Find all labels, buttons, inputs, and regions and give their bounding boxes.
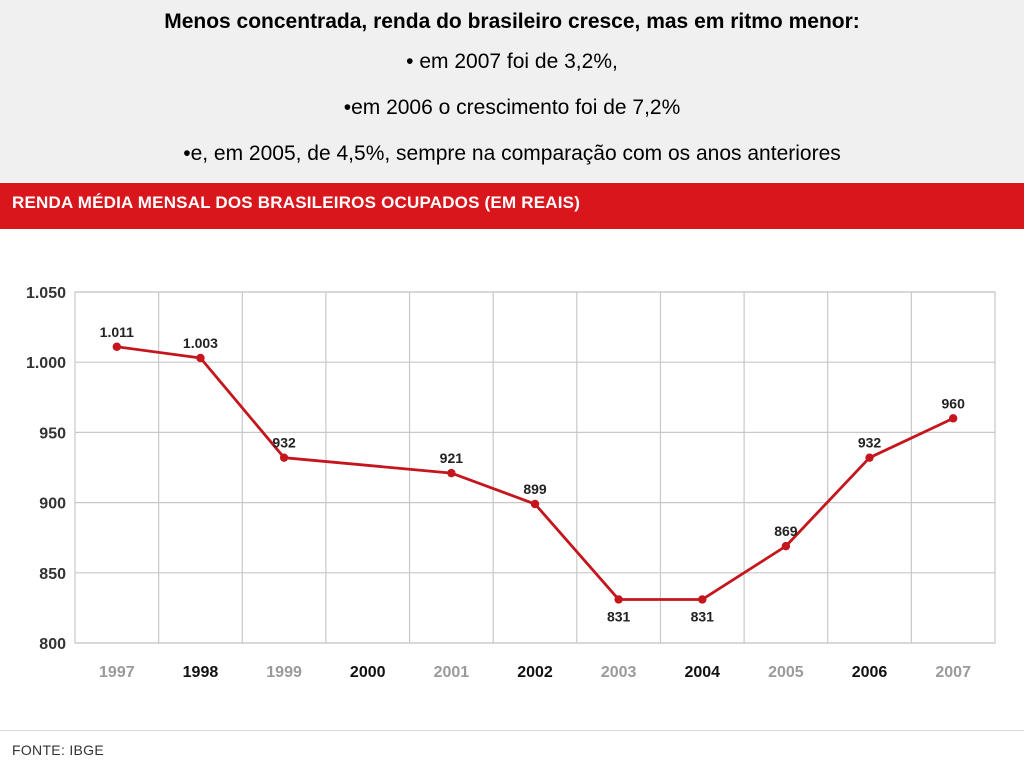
grid-layer — [74, 291, 996, 644]
y-tick-label: 850 — [39, 566, 66, 583]
series-layer — [115, 345, 955, 601]
x-tick-label: 2001 — [434, 664, 470, 681]
x-tick-label: 2003 — [601, 664, 637, 681]
line-chart: 1.050 1.000 950 900 850 800 1997 1998 1999 2000 2… — [26, 285, 996, 681]
points-layer — [112, 342, 958, 604]
data-point — [948, 414, 958, 423]
data-label: 831 — [691, 608, 715, 624]
x-tick-label: 2000 — [350, 664, 386, 681]
x-tick-label: 1999 — [266, 664, 302, 681]
data-point — [447, 468, 456, 478]
bullet-2005: •e, em 2005, de 4,5%, sempre na comparaç… — [183, 142, 841, 165]
y-tick-label: 1.050 — [26, 285, 66, 302]
data-point — [614, 595, 623, 604]
x-axis-ticks: 1997 1998 1999 2000 2001 2002 2003 2004 2005 2006… — [99, 664, 971, 681]
x-tick-label: 2006 — [852, 664, 888, 681]
data-label: 1.011 — [100, 324, 134, 340]
source-note: FONTE: IBGE — [12, 742, 104, 758]
bullet-2007: • em 2007 foi de 3,2%, — [406, 50, 618, 73]
chart-title: RENDA MÉDIA MENSAL DOS BRASILEIROS OCUPA… — [12, 193, 581, 212]
y-tick-label: 950 — [39, 425, 66, 442]
series-line — [115, 345, 955, 601]
data-label: 960 — [942, 395, 966, 411]
data-point — [112, 342, 122, 351]
y-axis-ticks: 1.050 1.000 950 900 850 800 — [26, 285, 66, 653]
data-label: 932 — [858, 435, 882, 451]
data-label: 869 — [774, 523, 798, 539]
data-point — [698, 595, 707, 604]
bullet-2006: •em 2006 o crescimento foi de 7,2% — [343, 96, 681, 119]
data-point — [781, 541, 791, 551]
data-label: 1.003 — [183, 335, 218, 351]
x-tick-label: 2002 — [517, 664, 553, 681]
data-point — [865, 453, 874, 462]
data-label: 932 — [272, 435, 296, 451]
x-tick-label: 2004 — [684, 664, 720, 681]
data-label: 831 — [607, 608, 631, 624]
data-labels-layer: 1.011 1.003 932 921 899 831 831 869 932 960 — [100, 324, 965, 625]
x-tick-label: 2007 — [935, 664, 971, 681]
x-tick-label: 1997 — [99, 664, 135, 681]
data-point — [196, 353, 205, 363]
divider — [0, 730, 1024, 731]
data-point — [530, 499, 540, 509]
headline: Menos concentrada, renda do brasileiro c… — [164, 10, 860, 33]
data-point — [279, 453, 289, 462]
y-tick-label: 900 — [39, 496, 66, 513]
data-label: 899 — [523, 481, 547, 497]
x-tick-label: 2005 — [768, 664, 804, 681]
chart-title-band: RENDA MÉDIA MENSAL DOS BRASILEIROS OCUPA… — [0, 183, 1024, 229]
x-tick-label: 1998 — [183, 664, 219, 681]
data-label: 921 — [440, 450, 464, 466]
header-text-block: Menos concentrada, renda do brasileiro c… — [0, 0, 1024, 182]
y-tick-label: 800 — [39, 636, 66, 653]
y-tick-label: 1.000 — [26, 355, 66, 372]
